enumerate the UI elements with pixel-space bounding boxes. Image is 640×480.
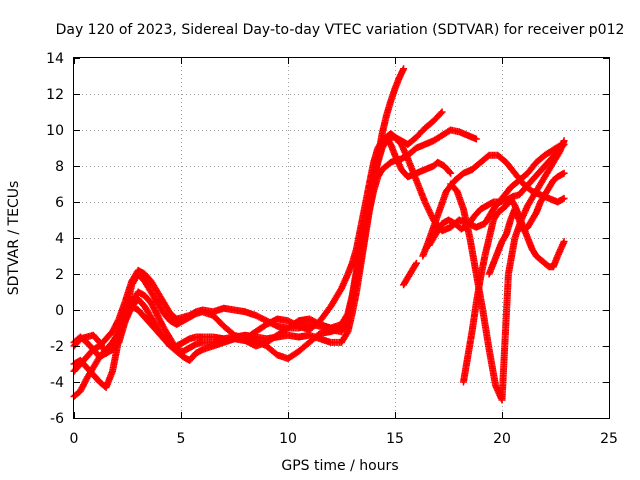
data-point: [412, 259, 420, 267]
x-tick-label: 10: [279, 431, 297, 447]
trace-marker: [412, 261, 420, 269]
y-tick-label: 6: [55, 195, 64, 211]
axes: 0 5 10 15 20 25 -6 -4 -2 0 2 4 6 8 10 12 14: [46, 51, 618, 447]
y-tick-label: -6: [50, 411, 64, 427]
y-tick-label: 14: [46, 51, 64, 67]
x-tick-label: 5: [177, 431, 186, 447]
data-point: [438, 108, 446, 116]
data-point: [400, 65, 408, 73]
plot-frame: [73, 57, 610, 419]
y-tick-label: -2: [50, 339, 64, 355]
data-point: [560, 194, 568, 202]
data-point: [560, 169, 568, 177]
y-tick-label: 10: [46, 123, 64, 139]
x-tick-label: 15: [386, 431, 404, 447]
y-tick-label: 2: [55, 267, 64, 283]
data-point: [472, 135, 480, 143]
data-point: [560, 238, 568, 246]
y-tick-label: 12: [46, 87, 64, 103]
x-tick-label: 0: [70, 431, 79, 447]
data-markers: [70, 65, 568, 404]
x-tick-label: 20: [493, 431, 511, 447]
y-tick-label: 4: [55, 231, 64, 247]
y-tick-label: 8: [55, 159, 64, 175]
y-tick-label: 0: [55, 303, 64, 319]
chart-title: Day 120 of 2023, Sidereal Day-to-day VTE…: [56, 22, 625, 38]
trace-marker: [437, 109, 445, 117]
x-tick-label: 25: [600, 431, 618, 447]
data-point: [447, 169, 455, 177]
x-axis-label: GPS time / hours: [281, 458, 398, 474]
y-axis-label: SDTVAR / TECUs: [6, 181, 22, 296]
y-tick-label: -4: [50, 375, 64, 391]
data-point: [560, 137, 568, 145]
trace-marker: [446, 168, 454, 176]
